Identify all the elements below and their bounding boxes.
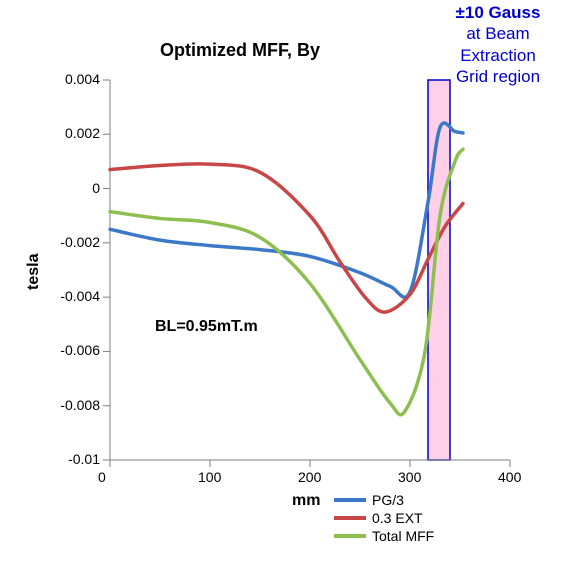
y-tick-label: 0 xyxy=(92,180,100,196)
x-tick-label: 300 xyxy=(398,469,421,485)
chart-title: Optimized MFF, By xyxy=(160,40,320,61)
legend-item-ext: 0.3 EXT xyxy=(334,510,434,526)
x-tick-label: 0 xyxy=(98,469,106,485)
y-tick-label: -0.008 xyxy=(60,397,100,413)
annotation-line-3: Extraction xyxy=(438,45,558,66)
legend-swatch-pg3 xyxy=(334,498,366,502)
y-tick-label: 0.004 xyxy=(65,71,100,87)
x-axis-label: mm xyxy=(292,492,320,510)
legend-label-ext: 0.3 EXT xyxy=(372,510,423,526)
legend-label-total: Total MFF xyxy=(372,528,434,544)
legend-item-pg3: PG/3 xyxy=(334,492,434,508)
y-tick-label: -0.004 xyxy=(60,288,100,304)
annotation-line-2: at Beam xyxy=(438,23,558,44)
chart-container: ±10 Gauss at Beam Extraction Grid region… xyxy=(0,0,561,569)
y-tick-label: -0.01 xyxy=(68,451,100,467)
legend-label-pg3: PG/3 xyxy=(372,492,404,508)
legend-swatch-total xyxy=(334,534,366,538)
annotation-line-1: ±10 Gauss xyxy=(438,2,558,23)
x-tick-label: 400 xyxy=(498,469,521,485)
annotation-box: ±10 Gauss at Beam Extraction Grid region xyxy=(438,2,558,87)
legend-swatch-ext xyxy=(334,516,366,520)
series-pg-3 xyxy=(110,123,463,297)
y-tick-label: -0.006 xyxy=(60,342,100,358)
annotation-line-4: Grid region xyxy=(438,66,558,87)
y-axis-label: tesla xyxy=(25,254,43,290)
note-bl: BL=0.95mT.m xyxy=(155,318,258,336)
x-tick-label: 100 xyxy=(198,469,221,485)
y-tick-label: -0.002 xyxy=(60,234,100,250)
y-tick-label: 0.002 xyxy=(65,125,100,141)
legend-item-total: Total MFF xyxy=(334,528,434,544)
series-total-mff xyxy=(110,149,463,415)
x-tick-label: 200 xyxy=(298,469,321,485)
legend: PG/3 0.3 EXT Total MFF xyxy=(334,492,434,546)
